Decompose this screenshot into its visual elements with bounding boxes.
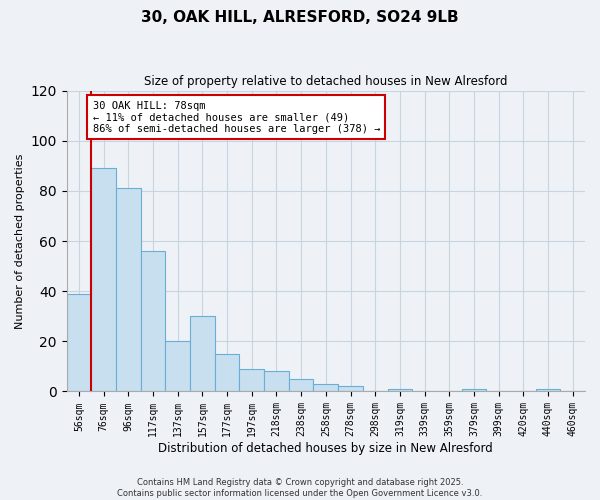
Bar	[239, 369, 264, 392]
X-axis label: Distribution of detached houses by size in New Alresford: Distribution of detached houses by size …	[158, 442, 493, 455]
Bar	[338, 386, 363, 392]
Bar	[116, 188, 141, 392]
Bar	[388, 389, 412, 392]
Bar	[166, 342, 190, 392]
Y-axis label: Number of detached properties: Number of detached properties	[15, 154, 25, 328]
Bar	[536, 389, 560, 392]
Bar	[67, 294, 91, 392]
Bar	[190, 316, 215, 392]
Title: Size of property relative to detached houses in New Alresford: Size of property relative to detached ho…	[144, 75, 508, 88]
Bar	[91, 168, 116, 392]
Text: 30 OAK HILL: 78sqm
← 11% of detached houses are smaller (49)
86% of semi-detache: 30 OAK HILL: 78sqm ← 11% of detached hou…	[92, 100, 380, 134]
Bar	[264, 372, 289, 392]
Bar	[215, 354, 239, 392]
Bar	[141, 251, 166, 392]
Bar	[313, 384, 338, 392]
Text: Contains HM Land Registry data © Crown copyright and database right 2025.
Contai: Contains HM Land Registry data © Crown c…	[118, 478, 482, 498]
Text: 30, OAK HILL, ALRESFORD, SO24 9LB: 30, OAK HILL, ALRESFORD, SO24 9LB	[141, 10, 459, 25]
Bar	[461, 389, 486, 392]
Bar	[289, 379, 313, 392]
